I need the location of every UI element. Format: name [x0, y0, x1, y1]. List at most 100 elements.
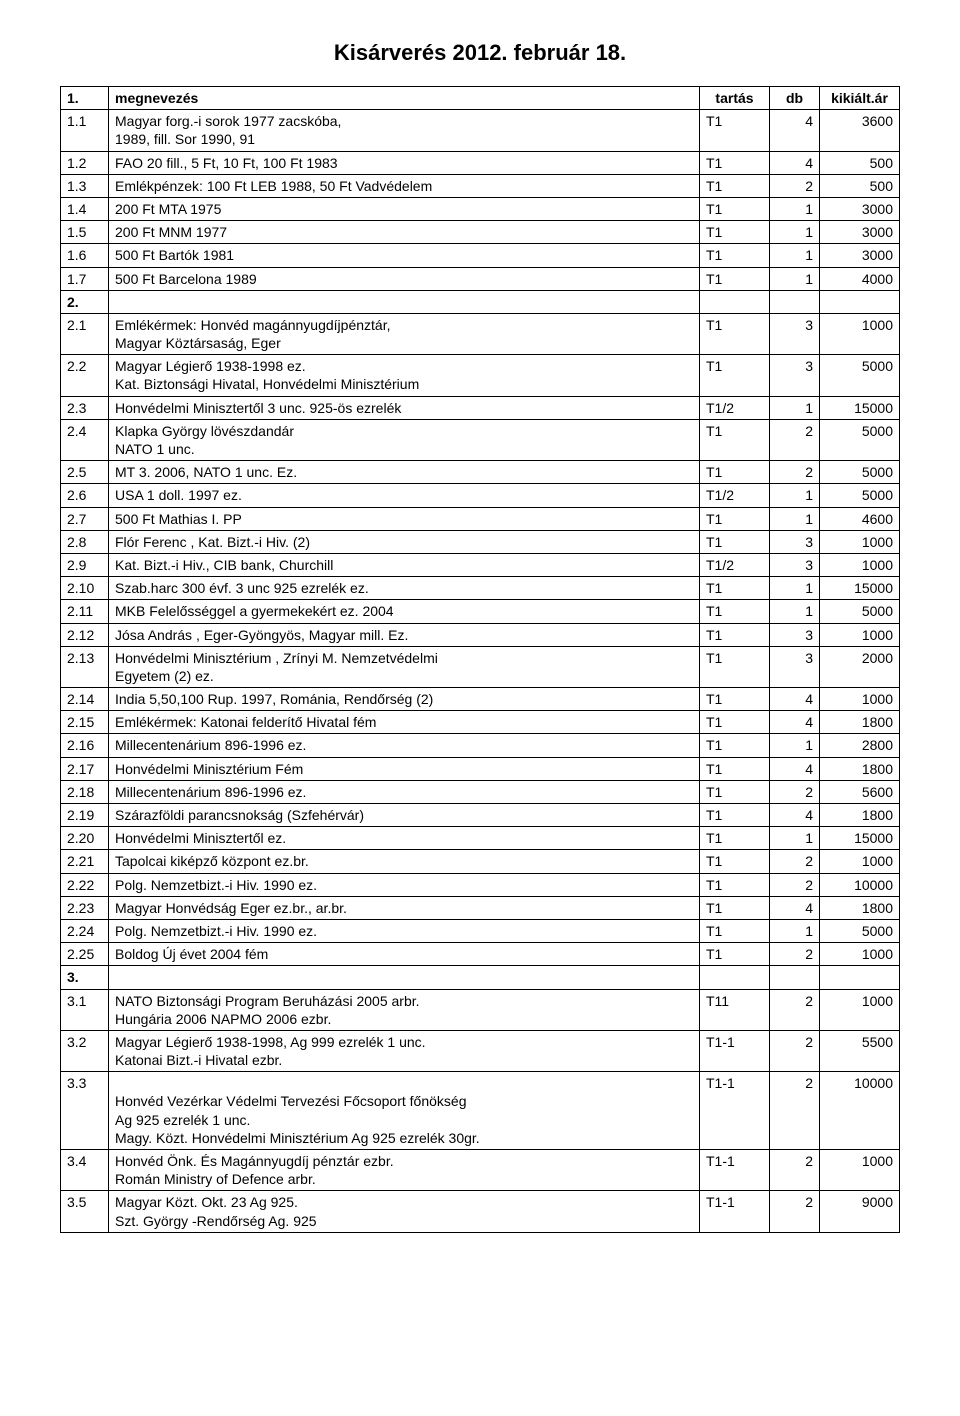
cell-tartas: T1 [700, 197, 770, 220]
cell-db: 4 [770, 896, 820, 919]
cell-db: 2 [770, 1030, 820, 1071]
cell-tartas: T1 [700, 804, 770, 827]
cell-num: 2.14 [61, 688, 109, 711]
table-row: 2.15Emlékérmek: Katonai felderítő Hivata… [61, 711, 900, 734]
cell-db: 2 [770, 780, 820, 803]
cell-ar: 1000 [820, 1150, 900, 1191]
cell-num: 2.4 [61, 419, 109, 460]
cell-num: 1.7 [61, 267, 109, 290]
cell-db: 4 [770, 151, 820, 174]
cell-name: Honvéd Önk. És Magánnyugdíj pénztár ezbr… [109, 1150, 700, 1191]
cell-tartas: T1 [700, 174, 770, 197]
cell-db [770, 966, 820, 989]
cell-tartas: T1 [700, 646, 770, 687]
cell-name: Klapka György lövészdandár NATO 1 unc. [109, 419, 700, 460]
cell-db: 3 [770, 646, 820, 687]
table-row: 2.9Kat. Bizt.-i Hiv., CIB bank, Churchil… [61, 553, 900, 576]
cell-name: Szab.harc 300 évf. 3 unc 925 ezrelék ez. [109, 577, 700, 600]
cell-db: 2 [770, 1191, 820, 1232]
cell-ar: 5600 [820, 780, 900, 803]
header-tartas: tartás [700, 87, 770, 110]
cell-tartas: T1 [700, 600, 770, 623]
cell-name: Millecentenárium 896-1996 ez. [109, 734, 700, 757]
cell-ar: 1800 [820, 896, 900, 919]
table-row: 2.3Honvédelmi Minisztertől 3 unc. 925-ös… [61, 396, 900, 419]
cell-ar: 1000 [820, 989, 900, 1030]
table-row: 1.3Emlékpénzek: 100 Ft LEB 1988, 50 Ft V… [61, 174, 900, 197]
cell-tartas: T1/2 [700, 484, 770, 507]
cell-tartas: T1 [700, 267, 770, 290]
cell-db: 4 [770, 804, 820, 827]
cell-db: 4 [770, 711, 820, 734]
cell-num: 2.18 [61, 780, 109, 803]
cell-name: 500 Ft Bartók 1981 [109, 244, 700, 267]
cell-num: 2.17 [61, 757, 109, 780]
cell-db: 1 [770, 267, 820, 290]
cell-ar: 2800 [820, 734, 900, 757]
cell-name: Boldog Új évet 2004 fém [109, 943, 700, 966]
cell-name: Tapolcai kiképző központ ez.br. [109, 850, 700, 873]
cell-ar: 1800 [820, 757, 900, 780]
cell-num: 2.9 [61, 553, 109, 576]
cell-num: 2.2 [61, 355, 109, 396]
cell-tartas: T1 [700, 873, 770, 896]
cell-name: Flór Ferenc , Kat. Bizt.-i Hiv. (2) [109, 530, 700, 553]
cell-num: 2.25 [61, 943, 109, 966]
table-row: 2.4Klapka György lövészdandár NATO 1 unc… [61, 419, 900, 460]
cell-db: 1 [770, 197, 820, 220]
cell-tartas: T1 [700, 780, 770, 803]
table-row: 2.14India 5,50,100 Rup. 1997, Románia, R… [61, 688, 900, 711]
table-row: 2.20Honvédelmi Minisztertől ez.T1115000 [61, 827, 900, 850]
table-header-row: 1. megnevezés tartás db kikiált.ár [61, 87, 900, 110]
cell-tartas: T1 [700, 734, 770, 757]
table-row: 2.6USA 1 doll. 1997 ez.T1/215000 [61, 484, 900, 507]
cell-num: 3. [61, 966, 109, 989]
cell-tartas [700, 966, 770, 989]
cell-ar: 5000 [820, 919, 900, 942]
cell-tartas: T1 [700, 313, 770, 354]
cell-tartas: T1 [700, 244, 770, 267]
table-row: 2.11MKB Felelősséggel a gyermekekért ez.… [61, 600, 900, 623]
table-row: 2.24Polg. Nemzetbizt.-i Hiv. 1990 ez.T11… [61, 919, 900, 942]
table-row: 3.2Magyar Légierő 1938-1998, Ag 999 ezre… [61, 1030, 900, 1071]
cell-db: 2 [770, 989, 820, 1030]
cell-name: FAO 20 fill., 5 Ft, 10 Ft, 100 Ft 1983 [109, 151, 700, 174]
cell-ar: 4600 [820, 507, 900, 530]
cell-ar: 3600 [820, 110, 900, 151]
cell-num: 2.10 [61, 577, 109, 600]
cell-db: 1 [770, 396, 820, 419]
cell-db: 3 [770, 313, 820, 354]
cell-num: 2.15 [61, 711, 109, 734]
cell-db: 2 [770, 1072, 820, 1150]
cell-num: 2.1 [61, 313, 109, 354]
cell-num: 3.5 [61, 1191, 109, 1232]
cell-num: 2.3 [61, 396, 109, 419]
cell-num: 1.5 [61, 221, 109, 244]
cell-tartas: T1-1 [700, 1072, 770, 1150]
cell-db: 3 [770, 530, 820, 553]
cell-ar: 9000 [820, 1191, 900, 1232]
cell-name [109, 966, 700, 989]
cell-db [770, 290, 820, 313]
cell-ar: 3000 [820, 244, 900, 267]
table-row: 2.8Flór Ferenc , Kat. Bizt.-i Hiv. (2)T1… [61, 530, 900, 553]
cell-ar: 1000 [820, 313, 900, 354]
cell-tartas: T1 [700, 577, 770, 600]
cell-ar: 10000 [820, 1072, 900, 1150]
cell-name: Magyar Légierő 1938-1998 ez. Kat. Bizton… [109, 355, 700, 396]
cell-db: 2 [770, 943, 820, 966]
cell-tartas: T1 [700, 919, 770, 942]
table-row: 2.19Szárazföldi parancsnokság (Szfehérvá… [61, 804, 900, 827]
header-db: db [770, 87, 820, 110]
cell-name: Kat. Bizt.-i Hiv., CIB bank, Churchill [109, 553, 700, 576]
cell-num: 2.24 [61, 919, 109, 942]
cell-ar: 15000 [820, 396, 900, 419]
cell-db: 2 [770, 419, 820, 460]
cell-tartas: T1-1 [700, 1191, 770, 1232]
table-row: 3.3 Honvéd Vezérkar Védelmi Tervezési Fő… [61, 1072, 900, 1150]
table-row: 1.6500 Ft Bartók 1981T113000 [61, 244, 900, 267]
cell-num: 2.7 [61, 507, 109, 530]
cell-db: 4 [770, 688, 820, 711]
cell-num: 3.4 [61, 1150, 109, 1191]
table-row: 1.2FAO 20 fill., 5 Ft, 10 Ft, 100 Ft 198… [61, 151, 900, 174]
